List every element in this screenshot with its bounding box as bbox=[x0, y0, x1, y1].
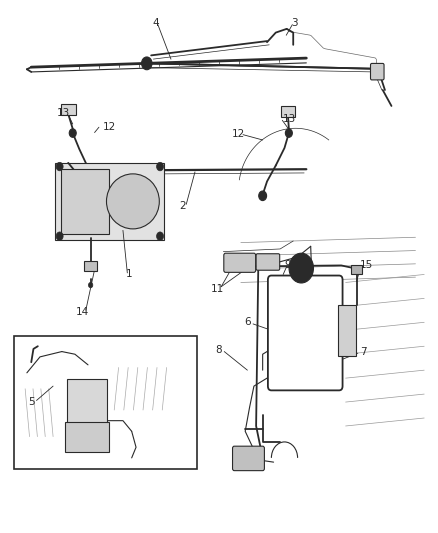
FancyBboxPatch shape bbox=[84, 261, 97, 271]
Text: 9: 9 bbox=[285, 260, 291, 270]
Circle shape bbox=[286, 129, 292, 138]
Bar bbox=[14, 336, 197, 469]
Text: 4: 4 bbox=[152, 18, 159, 28]
FancyBboxPatch shape bbox=[351, 265, 362, 274]
Text: 8: 8 bbox=[215, 345, 223, 355]
Text: 12: 12 bbox=[102, 122, 116, 132]
Text: 5: 5 bbox=[28, 397, 35, 407]
FancyBboxPatch shape bbox=[281, 106, 295, 117]
FancyBboxPatch shape bbox=[61, 104, 76, 115]
Text: 3: 3 bbox=[291, 18, 297, 28]
Text: 7: 7 bbox=[360, 346, 367, 357]
Text: 13: 13 bbox=[57, 108, 70, 118]
Circle shape bbox=[71, 132, 74, 135]
Circle shape bbox=[145, 61, 149, 66]
Circle shape bbox=[156, 232, 163, 240]
FancyBboxPatch shape bbox=[371, 63, 384, 80]
FancyBboxPatch shape bbox=[233, 446, 265, 471]
Text: 14: 14 bbox=[76, 306, 89, 317]
Circle shape bbox=[69, 129, 76, 138]
Text: 6: 6 bbox=[244, 317, 251, 327]
FancyBboxPatch shape bbox=[338, 305, 356, 356]
Circle shape bbox=[88, 282, 93, 288]
Circle shape bbox=[289, 253, 314, 283]
Text: 13: 13 bbox=[283, 114, 297, 124]
Text: 1: 1 bbox=[126, 270, 133, 279]
Circle shape bbox=[56, 232, 63, 240]
Circle shape bbox=[156, 163, 163, 171]
Text: 11: 11 bbox=[211, 284, 224, 294]
FancyBboxPatch shape bbox=[268, 276, 343, 390]
Circle shape bbox=[67, 190, 74, 200]
FancyBboxPatch shape bbox=[65, 422, 109, 451]
FancyBboxPatch shape bbox=[224, 253, 256, 272]
Circle shape bbox=[259, 191, 267, 200]
FancyBboxPatch shape bbox=[60, 169, 109, 233]
FancyBboxPatch shape bbox=[55, 163, 164, 240]
Ellipse shape bbox=[106, 174, 159, 229]
Text: 12: 12 bbox=[232, 128, 245, 139]
Circle shape bbox=[288, 132, 290, 135]
FancyBboxPatch shape bbox=[67, 378, 107, 423]
Circle shape bbox=[56, 163, 63, 171]
FancyBboxPatch shape bbox=[256, 254, 280, 270]
Circle shape bbox=[141, 57, 152, 70]
Circle shape bbox=[293, 259, 309, 278]
Text: 15: 15 bbox=[360, 260, 373, 270]
Text: 2: 2 bbox=[180, 201, 186, 211]
